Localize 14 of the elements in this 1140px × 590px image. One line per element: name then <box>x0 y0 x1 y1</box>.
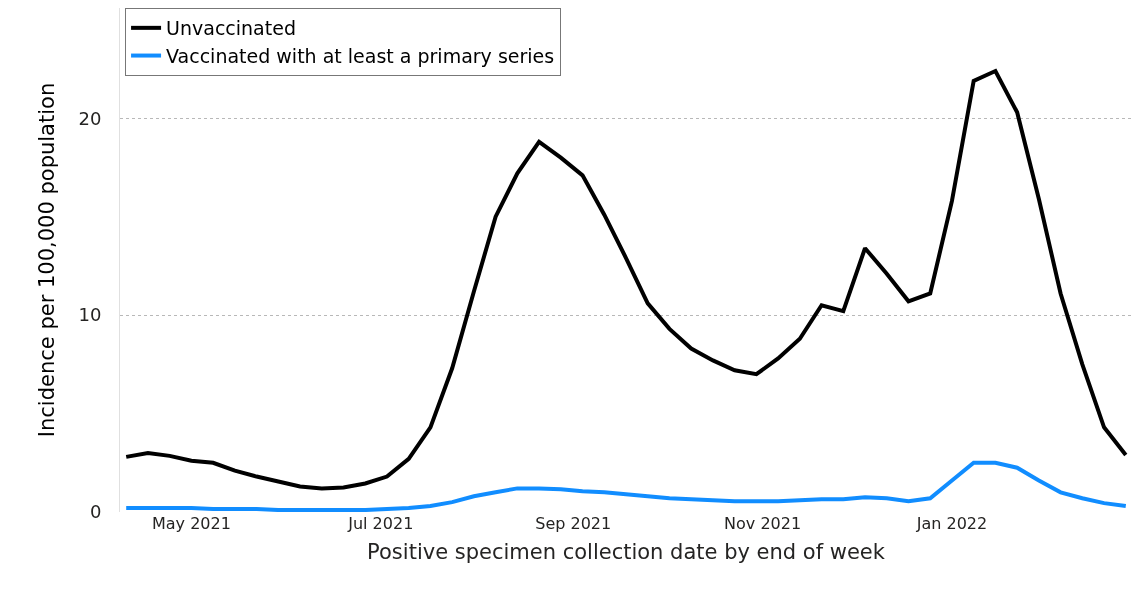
x-tick-label: Jan 2022 <box>915 514 988 533</box>
x-tick-label: May 2021 <box>151 514 231 533</box>
line-series <box>124 460 1128 512</box>
x-tick-label: Sep 2021 <box>535 514 612 533</box>
line-series <box>124 69 1128 491</box>
y-tick-label: 10 <box>78 304 102 326</box>
x-tick-label: Nov 2021 <box>724 514 802 533</box>
x-axis-title: Positive specimen collection date by end of week <box>367 540 886 565</box>
y-tick-label: 20 <box>78 107 102 129</box>
x-tick-label: Jul 2021 <box>347 514 414 533</box>
y-tick-label: 0 <box>89 501 102 523</box>
legend-label: Vaccinated with at least a primary series <box>166 44 555 67</box>
legend-label: Unvaccinated <box>166 17 296 40</box>
y-axis-title: Incidence per 100,000 population <box>34 82 59 438</box>
